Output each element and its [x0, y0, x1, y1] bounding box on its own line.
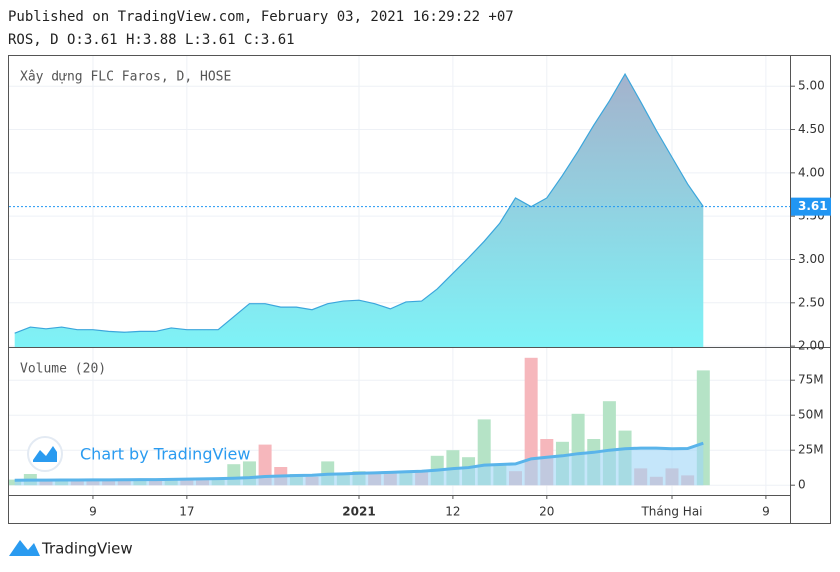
- watermark: Chart by TradingView: [80, 445, 250, 464]
- y-tick-label: 4.00: [798, 165, 825, 179]
- x-tick-label: 17: [179, 505, 194, 519]
- plot: [9, 72, 790, 486]
- footer-logo: [9, 540, 40, 556]
- frame: [8, 55, 831, 524]
- volume-bar: [524, 357, 538, 486]
- last-price-box: [791, 197, 831, 216]
- x-tick-label: 20: [539, 505, 554, 519]
- volume-pane: [9, 357, 710, 486]
- x-tick-label: Tháng Hai: [640, 505, 702, 519]
- y-tick-label: 3.00: [798, 252, 825, 266]
- price-pane: [14, 72, 704, 347]
- y-tick-label: 25M: [798, 443, 824, 457]
- x-tick-label: 12: [445, 505, 460, 519]
- ma-line: [14, 441, 704, 482]
- y-tick-label: 2.50: [798, 295, 825, 309]
- y-tick-label: 2.00: [798, 339, 825, 353]
- x-tick-label: 9: [762, 505, 770, 519]
- last-price-label: 3.61: [798, 199, 828, 213]
- price-line: [14, 72, 704, 334]
- axes: 9 17 2021 12 20 Tháng Hai 92.002.503.003.504.0…: [89, 79, 831, 519]
- price-legend: Xây dựng FLC Faros, D, HOSE: [20, 70, 231, 85]
- y-tick-label: 50M: [798, 408, 824, 422]
- y-tick-label: 5.00: [798, 79, 825, 93]
- price-area: [14, 74, 704, 347]
- ohlc-line: ROS, D O:3.61 H:3.88 L:3.61 C:3.61: [8, 32, 295, 48]
- ma-area: [14, 443, 704, 486]
- grid: [9, 55, 790, 495]
- volume-legend: Volume (20): [20, 362, 106, 377]
- published-line: Published on TradingView.com, February 0…: [8, 9, 514, 25]
- y-tick-label: 75M: [798, 373, 824, 387]
- y-tick-label: 4.50: [798, 122, 825, 136]
- watermark-icon: [27, 436, 63, 472]
- footer-brand: TradingView: [41, 540, 133, 558]
- y-tick-label: 0: [798, 478, 806, 492]
- x-tick-label: 9: [89, 505, 97, 519]
- x-tick-label: 2021: [342, 505, 375, 519]
